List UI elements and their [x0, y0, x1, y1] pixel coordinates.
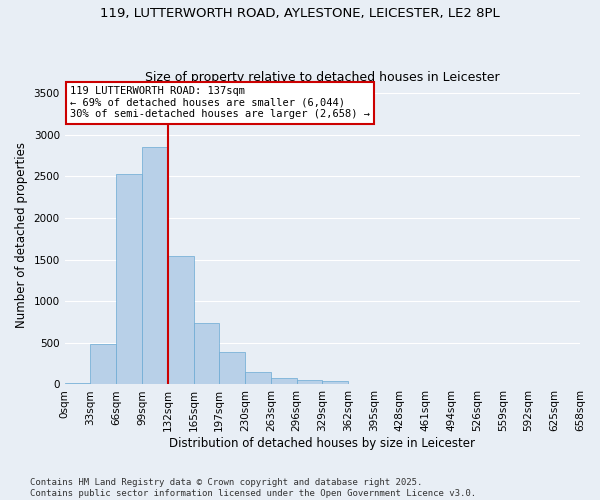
Text: 119 LUTTERWORTH ROAD: 137sqm
← 69% of detached houses are smaller (6,044)
30% of: 119 LUTTERWORTH ROAD: 137sqm ← 69% of de… [70, 86, 370, 120]
Bar [65, 383, 91, 384]
Bar [219, 352, 245, 384]
Title: Size of property relative to detached houses in Leicester: Size of property relative to detached ho… [145, 70, 500, 84]
Bar [91, 344, 116, 385]
Bar [296, 380, 322, 384]
Text: Contains HM Land Registry data © Crown copyright and database right 2025.
Contai: Contains HM Land Registry data © Crown c… [30, 478, 476, 498]
Bar [142, 147, 168, 384]
Y-axis label: Number of detached properties: Number of detached properties [15, 142, 28, 328]
Bar [116, 174, 142, 384]
Text: 119, LUTTERWORTH ROAD, AYLESTONE, LEICESTER, LE2 8PL: 119, LUTTERWORTH ROAD, AYLESTONE, LEICES… [100, 8, 500, 20]
Bar [322, 380, 348, 384]
Bar [245, 372, 271, 384]
Bar [168, 256, 193, 384]
Bar [193, 323, 219, 384]
Bar [271, 378, 296, 384]
X-axis label: Distribution of detached houses by size in Leicester: Distribution of detached houses by size … [169, 437, 475, 450]
